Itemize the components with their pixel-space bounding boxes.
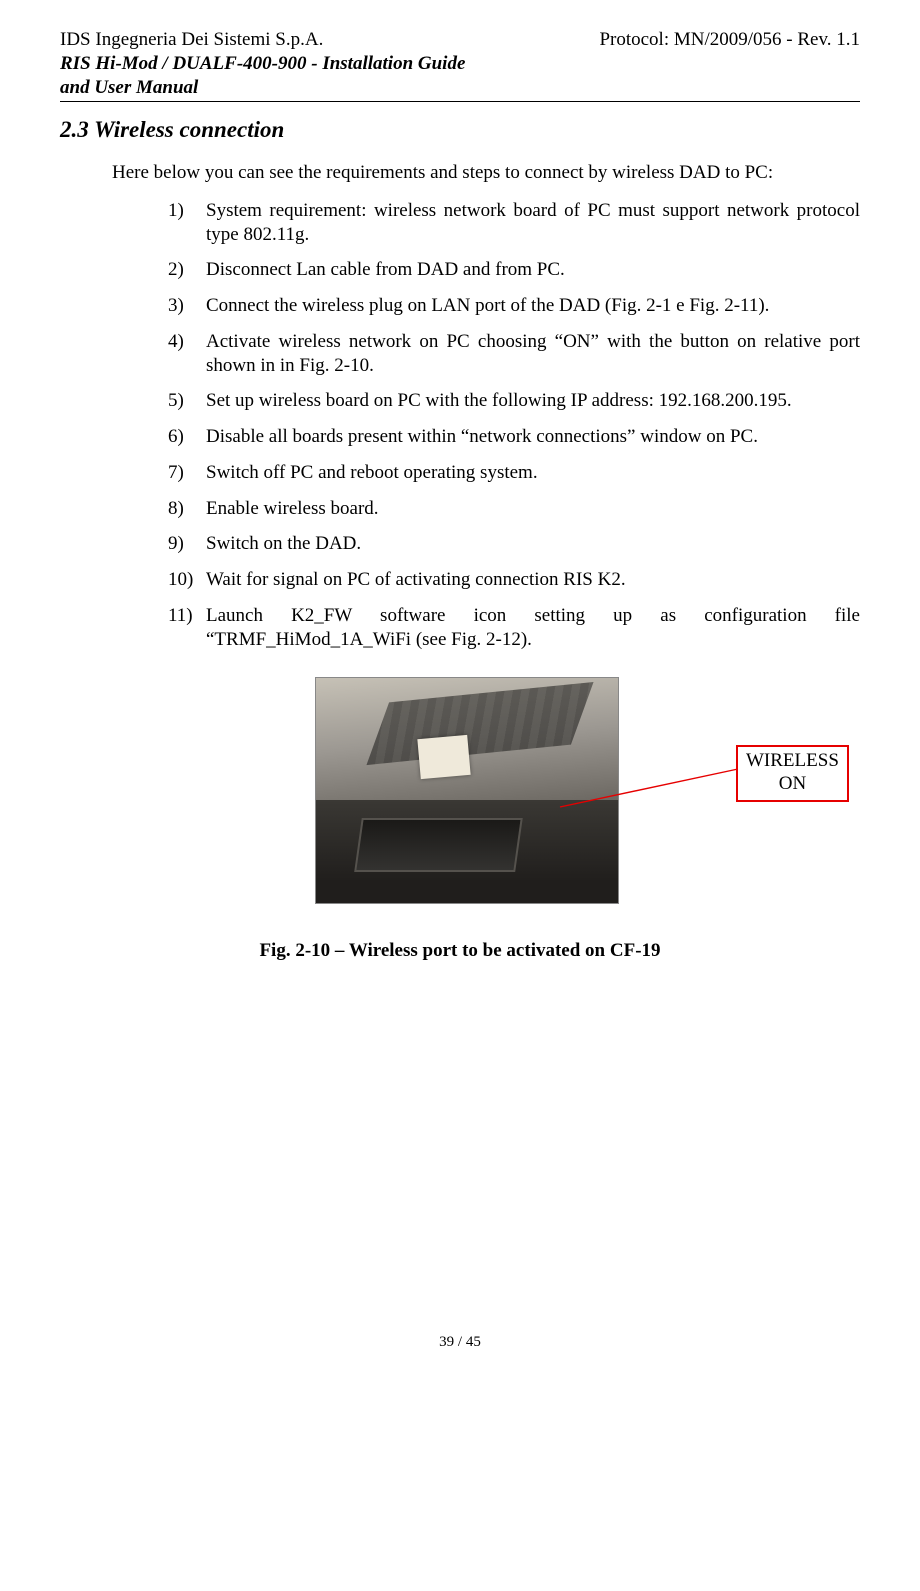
list-number: 7) bbox=[168, 461, 206, 485]
list-text: System requirement: wireless network boa… bbox=[206, 199, 860, 247]
figure-photo bbox=[315, 677, 619, 904]
section-name: Wireless connection bbox=[94, 117, 284, 142]
list-item: 2) Disconnect Lan cable from DAD and fro… bbox=[168, 258, 860, 282]
list-text: Wait for signal on PC of activating conn… bbox=[206, 568, 860, 592]
callout-box: WIRELESS ON bbox=[736, 745, 849, 802]
doc-title-line2: and User Manual bbox=[60, 76, 500, 100]
list-number: 8) bbox=[168, 497, 206, 521]
list-number: 10) bbox=[168, 568, 206, 592]
callout-line1: WIRELESS bbox=[746, 750, 839, 773]
doc-title-line1: RIS Hi-Mod / DUALF-400-900 - Installatio… bbox=[60, 52, 500, 76]
header-right: Protocol: MN/2009/056 - Rev. 1.1 bbox=[500, 28, 860, 52]
list-number: 6) bbox=[168, 425, 206, 449]
list-item: 4) Activate wireless network on PC choos… bbox=[168, 330, 860, 378]
list-text: Launch K2_FW software icon setting up as… bbox=[206, 604, 860, 652]
page-number: 39 / 45 bbox=[439, 1334, 481, 1350]
page: IDS Ingegneria Dei Sistemi S.p.A. RIS Hi… bbox=[0, 0, 920, 1382]
intro-text: Here below you can see the requirements … bbox=[112, 161, 860, 185]
list-item: 6) Disable all boards present within “ne… bbox=[168, 425, 860, 449]
protocol: Protocol: MN/2009/056 - Rev. 1.1 bbox=[500, 28, 860, 52]
list-number: 4) bbox=[168, 330, 206, 378]
section-title: 2.3 Wireless connection bbox=[60, 116, 860, 145]
header-rule bbox=[60, 101, 860, 102]
list-item: 7) Switch off PC and reboot operating sy… bbox=[168, 461, 860, 485]
list-number: 9) bbox=[168, 532, 206, 556]
list-item: 9) Switch on the DAD. bbox=[168, 532, 860, 556]
list-text: Connect the wireless plug on LAN port of… bbox=[206, 294, 860, 318]
list-text: Disable all boards present within “netwo… bbox=[206, 425, 860, 449]
callout-line2: ON bbox=[746, 773, 839, 796]
list-text: Disconnect Lan cable from DAD and from P… bbox=[206, 258, 860, 282]
list-item: 11) Launch K2_FW software icon setting u… bbox=[168, 604, 860, 652]
list-item: 5) Set up wireless board on PC with the … bbox=[168, 389, 860, 413]
list-item: 10) Wait for signal on PC of activating … bbox=[168, 568, 860, 592]
page-footer: 39 / 45 bbox=[60, 1333, 860, 1382]
steps-list: 1) System requirement: wireless network … bbox=[168, 199, 860, 652]
list-number: 11) bbox=[168, 604, 206, 652]
figure-caption: Fig. 2-10 – Wireless port to be activate… bbox=[60, 939, 860, 963]
header-left: IDS Ingegneria Dei Sistemi S.p.A. RIS Hi… bbox=[60, 28, 500, 99]
list-text: Enable wireless board. bbox=[206, 497, 860, 521]
section-number: 2.3 bbox=[60, 117, 89, 142]
list-item: 1) System requirement: wireless network … bbox=[168, 199, 860, 247]
list-number: 5) bbox=[168, 389, 206, 413]
list-text: Switch off PC and reboot operating syste… bbox=[206, 461, 860, 485]
list-number: 3) bbox=[168, 294, 206, 318]
list-text: Activate wireless network on PC choosing… bbox=[206, 330, 860, 378]
list-number: 1) bbox=[168, 199, 206, 247]
header: IDS Ingegneria Dei Sistemi S.p.A. RIS Hi… bbox=[60, 28, 860, 99]
figure-area: WIRELESS ON bbox=[60, 677, 860, 927]
list-text: Switch on the DAD. bbox=[206, 532, 860, 556]
list-number: 2) bbox=[168, 258, 206, 282]
list-item: 3) Connect the wireless plug on LAN port… bbox=[168, 294, 860, 318]
company-name: IDS Ingegneria Dei Sistemi S.p.A. bbox=[60, 28, 500, 52]
list-text: Set up wireless board on PC with the fol… bbox=[206, 389, 860, 413]
list-item: 8) Enable wireless board. bbox=[168, 497, 860, 521]
